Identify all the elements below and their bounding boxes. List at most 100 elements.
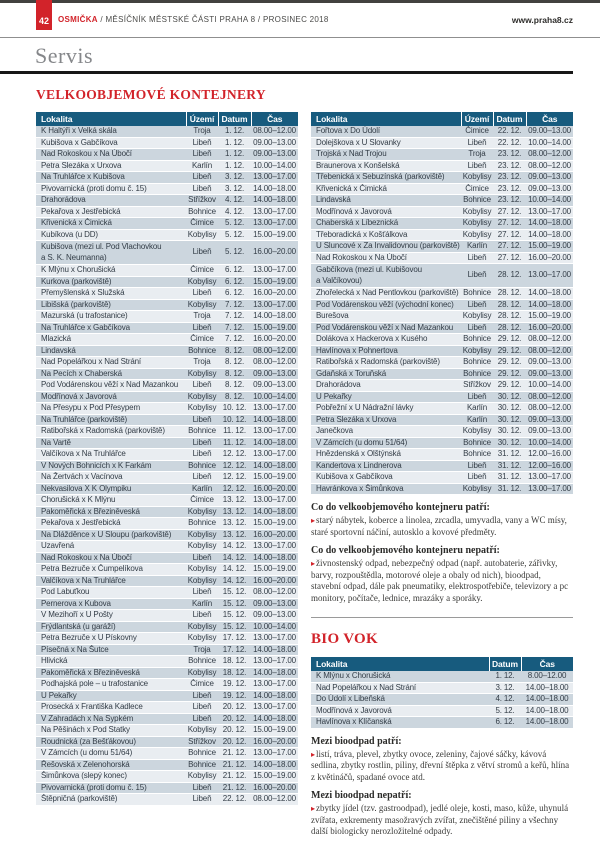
- cell-lokalita: Nad Popelářkou x Nad Strání: [311, 682, 489, 694]
- cell-value: Kobylisy: [186, 229, 218, 241]
- cell-value: Čimice: [186, 678, 218, 691]
- cell-value: 10. 12.: [218, 402, 251, 415]
- table-row: Písečná x Na Šutce Troja 17. 12. 14.00–18.0…: [36, 644, 298, 656]
- cell-lokalita: K Mlýnu x Chorušická: [311, 671, 489, 683]
- cell-lokalita: Petra Slezáka x Urxova: [36, 160, 186, 172]
- cell-lokalita: Na Truhlářce x Gabčíkova: [36, 322, 186, 334]
- cell-lokalita: Zhořelecká x Nad Pentlovkou (parkoviště): [311, 287, 461, 300]
- cell-value: Libeň: [186, 183, 218, 195]
- table-row: K Mlýnu x Chorušická 1. 12. 8.00–12.00: [311, 671, 573, 683]
- cell-lokalita: Kurkova (parkoviště): [36, 276, 186, 288]
- cell-value: Libeň: [186, 322, 218, 334]
- cell-value: 15.00–19.00: [251, 724, 298, 737]
- cell-value: 7. 12.: [218, 333, 251, 346]
- cell-lokalita: Nad Popelářkou x Nad Strání: [36, 356, 186, 369]
- cell-value: 08.00–12.00: [251, 345, 298, 357]
- cell-lokalita: K Haltýři x Velká skála: [36, 126, 186, 138]
- column-header: Čas: [250, 112, 298, 126]
- cell-value: 08.00–12.00: [251, 356, 298, 369]
- cell-lokalita: Fořtova x Do Údolí: [311, 126, 461, 138]
- cell-lokalita: Nad Rokoskou x Na Úbočí: [36, 148, 186, 161]
- cell-value: 30. 12.: [493, 437, 526, 449]
- cell-lokalita: V Nových Bohnicích x K Farkám: [36, 460, 186, 472]
- cell-value: Kobylisy: [186, 540, 218, 553]
- table-row: Pod Labuťkou Libeň 15. 12. 08.00–12.00: [36, 586, 298, 599]
- cell-value: 10.00–14.00: [526, 137, 573, 149]
- cell-lokalita: Chorušická x K Mlýnu: [36, 494, 186, 507]
- website-url: www.praha8.cz: [511, 15, 573, 25]
- table-row: Trojská x Nad Trojou Troja 23. 12. 08.00–12…: [311, 148, 573, 161]
- cell-value: 21. 12.: [218, 782, 251, 794]
- cell-value: 28. 12.: [493, 287, 526, 300]
- cell-value: 22. 12.: [493, 126, 526, 138]
- cell-value: 14.00–18.00: [251, 690, 298, 702]
- cell-value: 09.00–13.00: [526, 171, 573, 184]
- table-row: Křivenická x Čimická Čimice 23. 12. 09.00–1…: [311, 183, 573, 195]
- cell-value: Libeň: [461, 160, 493, 172]
- cell-value: 09.00–13.00: [251, 379, 298, 392]
- cell-value: 13.00–17.00: [526, 206, 573, 218]
- cell-lokalita: V Mezihoří x U Pošty: [36, 609, 186, 622]
- cell-value: Karlín: [186, 160, 218, 172]
- table-row: Hnězdenská x Olštýnská Bohnice 31. 12. 12.0…: [311, 448, 573, 461]
- cell-value: 13.00–17.00: [251, 701, 298, 714]
- cell-value: 14.00–18.00: [251, 713, 298, 725]
- cell-value: Kobylisy: [186, 563, 218, 576]
- cell-value: 10.00–14.00: [526, 194, 573, 207]
- cell-value: 4. 12.: [218, 206, 251, 218]
- table-row: Petra Bezruče x Čumpelíkova Kobylisy 14. 1…: [36, 563, 298, 576]
- cell-value: 6. 12.: [218, 276, 251, 288]
- cell-value: Kobylisy: [186, 724, 218, 737]
- cell-lokalita: Nad Rokoskou x Na Úbočí: [311, 252, 461, 264]
- cell-lokalita: U Sluncové x Za Invalidovnou (parkoviště…: [311, 240, 461, 253]
- cell-lokalita: Hnězdenská x Olštýnská: [311, 448, 461, 461]
- cell-value: 29. 12.: [493, 356, 526, 369]
- cell-lokalita: Lindavská: [36, 345, 186, 357]
- cell-lokalita: Ratibořská x Radomská (parkoviště): [36, 425, 186, 438]
- vok-nepatri-text: ▸živnostenský odpad, nebezpečný odpad (n…: [311, 558, 569, 603]
- cell-value: 12. 12.: [218, 483, 251, 495]
- cell-value: 21. 12.: [218, 759, 251, 771]
- cell-value: 13.00–17.00: [526, 483, 573, 495]
- column-header: Lokalita: [311, 657, 489, 671]
- cell-lokalita: Modřínová x Javorová: [311, 206, 461, 218]
- cell-value: 5. 12.: [218, 229, 251, 241]
- cell-lokalita: Petra Bezruče x U Pískovny: [36, 632, 186, 645]
- cell-lokalita: Valčíkova x Na Truhlářce: [36, 575, 186, 587]
- cell-value: 12. 12.: [218, 471, 251, 484]
- cell-value: 27. 12.: [493, 206, 526, 218]
- cell-value: Libeň: [461, 137, 493, 149]
- table-row: Hlivická Bohnice 18. 12. 13.00–17.00: [36, 655, 298, 668]
- table-row: Podhajská pole – u trafostanice Čimice 19.…: [36, 678, 298, 691]
- cell-value: Libeň: [461, 263, 493, 288]
- table-header-row: Lokalita Území Datum Čas: [36, 112, 298, 126]
- cell-value: 09.00–13.00: [526, 356, 573, 369]
- table-row: Lindavská Bohnice 23. 12. 10.00–14.00: [311, 194, 573, 207]
- table-row: Na Truhlářce x Kubišova Libeň 3. 12. 13.00–…: [36, 171, 298, 184]
- cell-value: 4. 12.: [218, 194, 251, 207]
- table-row: Pod Vodárenskou věží (východní konec) Lib…: [311, 299, 573, 311]
- table-row: U Sluncové x Za Invalidovnou (parkoviště…: [311, 240, 573, 253]
- arrow-bullet-icon: ▸: [311, 559, 316, 568]
- cell-value: 23. 12.: [493, 148, 526, 161]
- masthead-brand: OSMIČKA: [58, 15, 98, 24]
- vok-nepatri-heading: Co do velkoobjemového kontejneru nepatří…: [311, 545, 500, 556]
- column-header: Území: [185, 112, 218, 126]
- table-row: Do Údolí x Libeňská 4. 12. 14.00–18.00: [311, 693, 573, 706]
- cell-value: 7. 12.: [218, 299, 251, 311]
- cell-value: 08.00–12.00: [251, 793, 298, 806]
- table-row: U Pekařky Libeň 19. 12. 14.00–18.00: [36, 690, 298, 702]
- table-row: Braunerova x Konšelská Libeň 23. 12. 08.00–…: [311, 160, 573, 172]
- cell-value: 13. 12.: [218, 494, 251, 507]
- cell-lokalita: Pivovarnická (proti domu č. 15): [36, 183, 186, 195]
- column-header: Datum: [217, 112, 251, 126]
- cell-value: 14. 12.: [218, 575, 251, 587]
- cell-value: 14.00–18.00: [251, 437, 298, 449]
- cell-value: Libeň: [186, 137, 218, 149]
- cell-value: Libeň: [186, 713, 218, 725]
- right-column: Lokalita Území Datum Čas Fořtova x Do Údolí Č…: [311, 112, 573, 838]
- cell-value: 13. 12.: [218, 517, 251, 530]
- cell-lokalita: Řešovská x Zelenohorská: [36, 759, 186, 771]
- bio-vok-table: Lokalita Datum Čas K Mlýnu x Chorušická 1. 1…: [311, 657, 573, 729]
- table-row: Kubišova (mezi ul. Pod Vlachovkou a S. K…: [36, 240, 298, 265]
